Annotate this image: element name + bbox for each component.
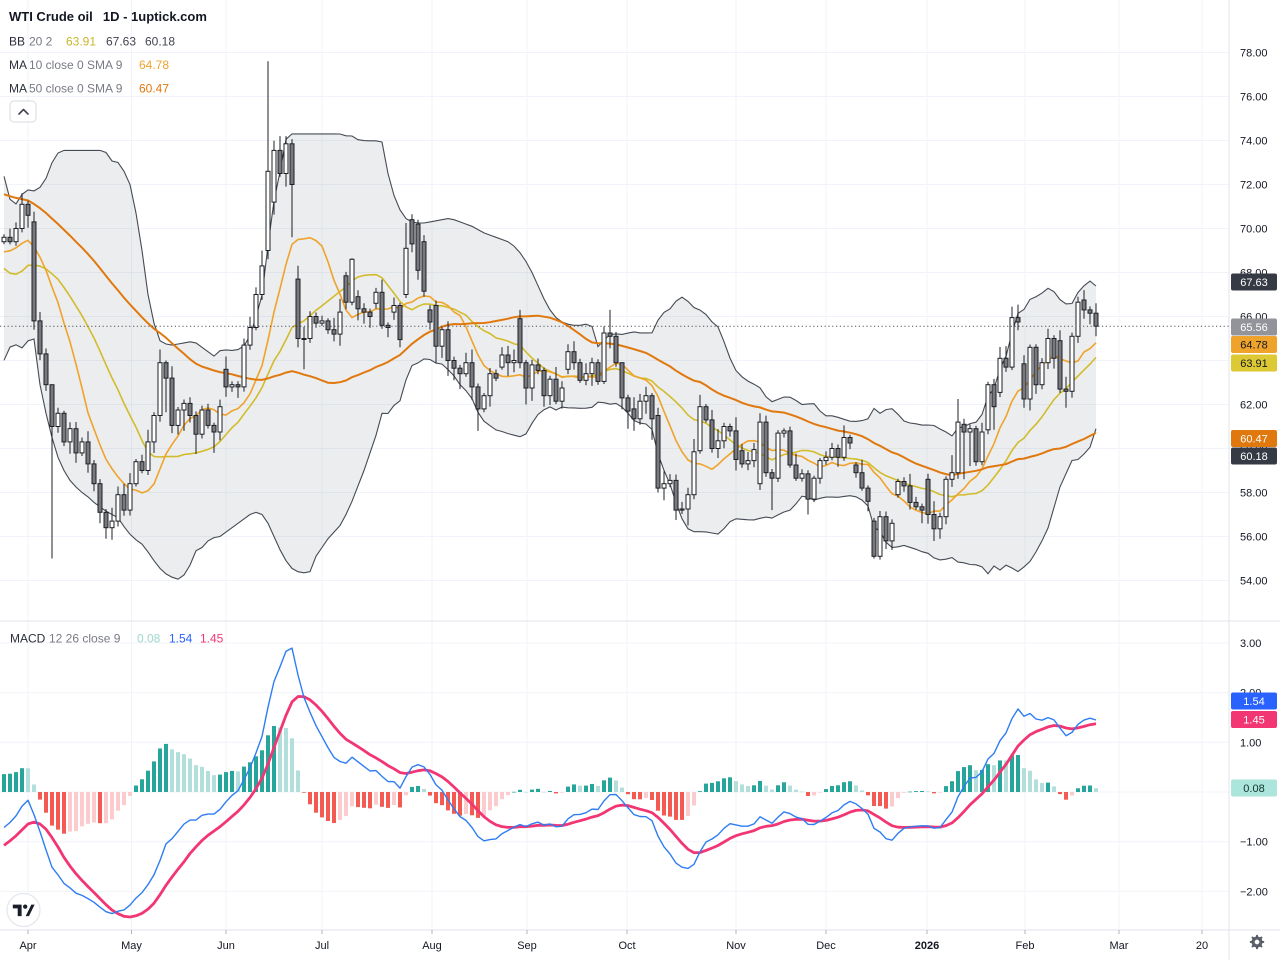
svg-text:60.47: 60.47 bbox=[1240, 434, 1268, 446]
svg-text:3.00: 3.00 bbox=[1240, 638, 1261, 650]
svg-text:Jul: Jul bbox=[315, 940, 329, 952]
svg-text:50 close 0 SMA 9: 50 close 0 SMA 9 bbox=[29, 82, 123, 96]
svg-text:54.00: 54.00 bbox=[1240, 576, 1268, 588]
svg-text:Dec: Dec bbox=[816, 940, 836, 952]
svg-text:58.00: 58.00 bbox=[1240, 488, 1268, 500]
svg-text:65.56: 65.56 bbox=[1240, 322, 1268, 334]
svg-text:76.00: 76.00 bbox=[1240, 92, 1268, 104]
svg-text:74.00: 74.00 bbox=[1240, 136, 1268, 148]
svg-text:0.08: 0.08 bbox=[137, 632, 161, 646]
svg-text:0.08: 0.08 bbox=[1243, 783, 1264, 795]
svg-text:Apr: Apr bbox=[19, 940, 36, 952]
svg-text:1.45: 1.45 bbox=[200, 632, 224, 646]
svg-text:67.63: 67.63 bbox=[1240, 277, 1268, 289]
svg-text:63.91: 63.91 bbox=[66, 35, 96, 49]
svg-text:1.54: 1.54 bbox=[1243, 696, 1264, 708]
svg-text:MA: MA bbox=[9, 58, 27, 72]
svg-text:60.47: 60.47 bbox=[139, 82, 169, 96]
svg-text:60.18: 60.18 bbox=[145, 35, 175, 49]
svg-text:64.78: 64.78 bbox=[1240, 340, 1268, 352]
svg-text:1.00: 1.00 bbox=[1240, 737, 1261, 749]
svg-text:1.45: 1.45 bbox=[1243, 715, 1264, 727]
svg-text:1.54: 1.54 bbox=[169, 632, 193, 646]
svg-text:20: 20 bbox=[1196, 940, 1208, 952]
svg-text:Sep: Sep bbox=[517, 940, 537, 952]
svg-text:78.00: 78.00 bbox=[1240, 48, 1268, 60]
svg-text:−1.00: −1.00 bbox=[1240, 837, 1268, 849]
svg-text:MA: MA bbox=[9, 82, 27, 96]
svg-text:May: May bbox=[121, 940, 142, 952]
svg-text:64.78: 64.78 bbox=[139, 58, 169, 72]
svg-text:12 26 close 9: 12 26 close 9 bbox=[49, 632, 121, 646]
svg-text:63.91: 63.91 bbox=[1240, 358, 1268, 370]
svg-text:67.63: 67.63 bbox=[106, 35, 136, 49]
svg-text:Nov: Nov bbox=[726, 940, 746, 952]
svg-text:Jun: Jun bbox=[217, 940, 235, 952]
svg-text:2026: 2026 bbox=[915, 940, 939, 952]
svg-text:20 2: 20 2 bbox=[29, 35, 53, 49]
svg-text:56.00: 56.00 bbox=[1240, 532, 1268, 544]
svg-text:MACD: MACD bbox=[10, 632, 46, 646]
svg-text:70.00: 70.00 bbox=[1240, 224, 1268, 236]
svg-text:10 close 0 SMA 9: 10 close 0 SMA 9 bbox=[29, 58, 123, 72]
svg-text:WTI Crude oil 1D - 1uptick.co: WTI Crude oil 1D - 1uptick.com bbox=[9, 9, 207, 24]
svg-text:Mar: Mar bbox=[1110, 940, 1129, 952]
svg-text:Oct: Oct bbox=[618, 940, 635, 952]
svg-text:BB: BB bbox=[9, 35, 25, 49]
svg-text:−2.00: −2.00 bbox=[1240, 886, 1268, 898]
svg-text:Aug: Aug bbox=[422, 940, 442, 952]
svg-text:Feb: Feb bbox=[1016, 940, 1035, 952]
svg-text:72.00: 72.00 bbox=[1240, 180, 1268, 192]
svg-text:60.18: 60.18 bbox=[1240, 451, 1268, 463]
svg-text:62.00: 62.00 bbox=[1240, 400, 1268, 412]
